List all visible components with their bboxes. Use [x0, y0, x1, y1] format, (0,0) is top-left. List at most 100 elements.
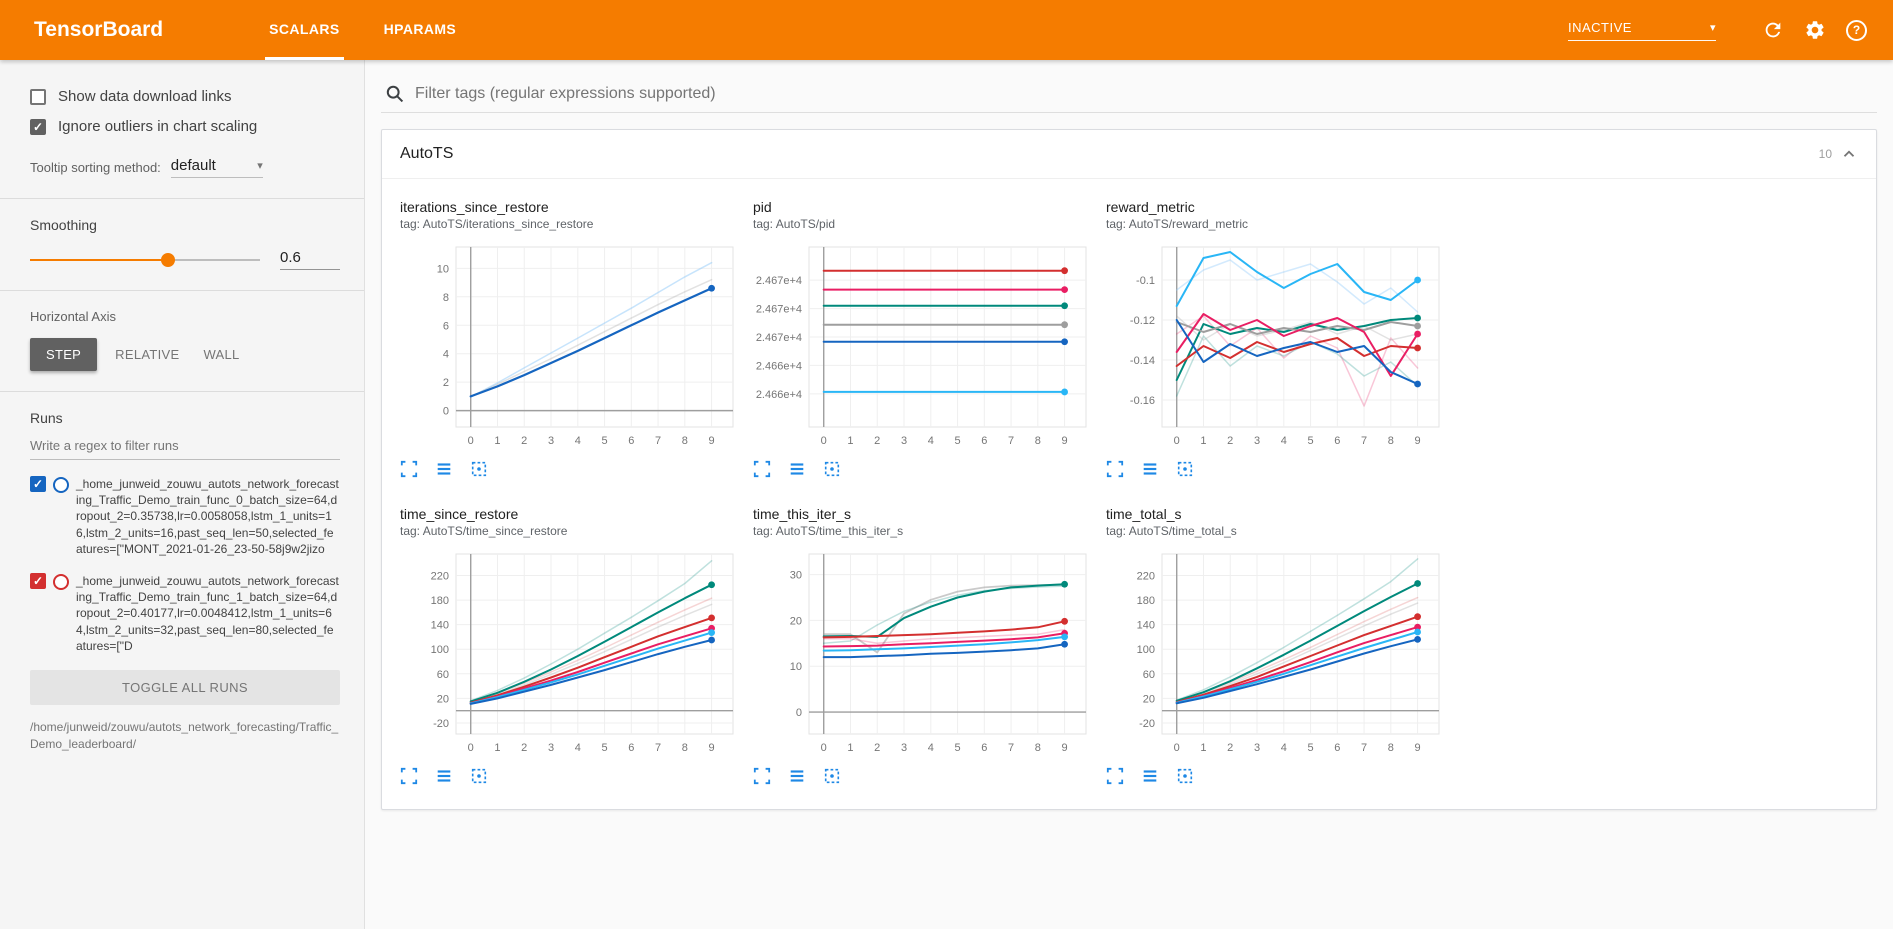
- chart-title: time_total_s: [1106, 506, 1182, 522]
- ignore-outliers-option[interactable]: ✓ Ignore outliers in chart scaling: [30, 118, 340, 135]
- run-lines-icon[interactable]: [435, 460, 453, 478]
- svg-text:2.467e+4: 2.467e+4: [756, 304, 802, 316]
- divider: [0, 290, 364, 291]
- svg-text:2.467e+4: 2.467e+4: [756, 275, 802, 287]
- svg-text:6: 6: [628, 742, 634, 754]
- show-download-links-checkbox[interactable]: [30, 88, 46, 105]
- svg-text:4: 4: [1281, 435, 1287, 447]
- run-checkbox[interactable]: ✓: [30, 572, 46, 589]
- svg-text:2: 2: [443, 377, 449, 389]
- fit-domain-icon[interactable]: [1176, 767, 1194, 785]
- axis-step-button[interactable]: STEP: [30, 338, 98, 371]
- svg-text:6: 6: [981, 742, 987, 754]
- chart-actions: [753, 460, 1098, 478]
- svg-text:220: 220: [1137, 571, 1155, 583]
- svg-text:220: 220: [431, 571, 449, 583]
- show-download-links-option[interactable]: Show data download links: [30, 88, 340, 105]
- tooltip-sorting-dropdown[interactable]: default ▾: [170, 157, 263, 178]
- slider-thumb[interactable]: [161, 252, 175, 267]
- chart-title: time_this_iter_s: [753, 506, 852, 522]
- chart-plot[interactable]: 0 1 2 3 4 5 6 7 8 9 0 10 20 30: [753, 544, 1098, 760]
- svg-text:10: 10: [790, 661, 802, 673]
- help-icon[interactable]: ?: [1846, 19, 1867, 41]
- svg-text:2: 2: [521, 435, 527, 447]
- svg-text:9: 9: [709, 435, 715, 447]
- svg-text:2: 2: [1227, 742, 1233, 754]
- tag-group-header[interactable]: AutoTS 10: [382, 130, 1876, 179]
- expand-chart-icon[interactable]: [400, 767, 418, 785]
- svg-text:60: 60: [437, 669, 449, 681]
- svg-text:1: 1: [847, 742, 853, 754]
- axis-wall-button[interactable]: WALL: [191, 338, 251, 371]
- chart-title: iterations_since_restore: [400, 199, 549, 215]
- run-lines-icon[interactable]: [1141, 767, 1159, 785]
- run-lines-icon[interactable]: [788, 460, 806, 478]
- chart-plot[interactable]: 0 1 2 3 4 5 6 7 8 9 220 180 140 100 60 20 -20: [1106, 544, 1451, 760]
- run-radio[interactable]: [53, 573, 69, 590]
- svg-text:4: 4: [575, 742, 581, 754]
- fit-domain-icon[interactable]: [470, 460, 488, 478]
- smoothing-slider[interactable]: [30, 252, 260, 267]
- chart-title: pid: [753, 199, 772, 215]
- chart-tag: tag: AutoTS/time_since_restore: [400, 524, 568, 538]
- svg-text:0: 0: [821, 742, 827, 754]
- tab-hparams[interactable]: HPARAMS: [383, 20, 457, 37]
- fit-domain-icon[interactable]: [470, 767, 488, 785]
- expand-chart-icon[interactable]: [1106, 767, 1124, 785]
- status-dropdown[interactable]: INACTIVE ▾: [1568, 20, 1716, 41]
- run-lines-icon[interactable]: [788, 767, 806, 785]
- status-value: INACTIVE: [1568, 19, 1632, 35]
- fit-domain-icon[interactable]: [823, 460, 841, 478]
- collapse-section-icon[interactable]: [1840, 145, 1858, 163]
- svg-text:4: 4: [575, 435, 581, 447]
- ignore-outliers-checkbox[interactable]: ✓: [30, 118, 46, 135]
- run-name: _home_junweid_zouwu_autots_network_forec…: [76, 477, 339, 556]
- svg-text:6: 6: [1334, 435, 1340, 447]
- expand-chart-icon[interactable]: [753, 767, 771, 785]
- toggle-all-runs-button[interactable]: TOGGLE ALL RUNS: [30, 669, 340, 705]
- svg-text:1: 1: [847, 435, 853, 447]
- svg-text:2.466e+4: 2.466e+4: [756, 389, 802, 401]
- run-lines-icon[interactable]: [1141, 460, 1159, 478]
- svg-text:7: 7: [655, 742, 661, 754]
- svg-text:20: 20: [437, 693, 449, 705]
- svg-text:8: 8: [682, 435, 688, 447]
- settings-gear-icon[interactable]: [1804, 19, 1826, 41]
- svg-text:-20: -20: [433, 718, 449, 730]
- chart-plot[interactable]: 0 1 2 3 4 5 6 7 8 9 2.467e+4 2.467e+4 2.467e+4 2.466e…: [753, 237, 1098, 453]
- smoothing-value[interactable]: 0.6: [280, 249, 340, 270]
- chart-card: iterations_since_restore tag: AutoTS/ite…: [400, 199, 745, 478]
- charts-grid: iterations_since_restore tag: AutoTS/ite…: [382, 179, 1876, 809]
- divider: [0, 198, 364, 199]
- chart-plot[interactable]: 0 1 2 3 4 5 6 7 8 9 -0.1 -0.12 -0.14 -0.16: [1106, 237, 1451, 453]
- svg-text:4: 4: [928, 742, 934, 754]
- expand-chart-icon[interactable]: [400, 460, 418, 478]
- runs-filter-input[interactable]: [30, 432, 340, 460]
- axis-relative-button[interactable]: RELATIVE: [103, 338, 191, 371]
- svg-text:7: 7: [1008, 435, 1014, 447]
- fit-domain-icon[interactable]: [823, 767, 841, 785]
- svg-text:8: 8: [1035, 742, 1041, 754]
- svg-text:4: 4: [443, 349, 449, 361]
- runs-label: Runs: [30, 410, 63, 426]
- svg-text:2.467e+4: 2.467e+4: [756, 332, 802, 344]
- expand-chart-icon[interactable]: [1106, 460, 1124, 478]
- tooltip-sorting-value: default: [170, 157, 216, 174]
- run-radio[interactable]: [53, 477, 69, 493]
- tag-filter-input[interactable]: [413, 84, 1873, 104]
- chart-plot[interactable]: 0 1 2 3 4 5 6 7 8 9 0 2 4 6 8 10: [400, 237, 745, 453]
- tag-filter-bar: [381, 60, 1877, 113]
- refresh-icon[interactable]: [1762, 19, 1784, 41]
- runs-list: ✓ _home_junweid_zouwu_autots_network_fore…: [30, 476, 340, 654]
- chart-actions: [1106, 460, 1451, 478]
- expand-chart-icon[interactable]: [753, 460, 771, 478]
- svg-text:6: 6: [628, 435, 634, 447]
- fit-domain-icon[interactable]: [1176, 460, 1194, 478]
- chart-plot[interactable]: 0 1 2 3 4 5 6 7 8 9 220 180 140 100 60 20 -20: [400, 544, 745, 760]
- tag-group-card: AutoTS 10 iterations_since_restore tag: …: [381, 129, 1877, 810]
- run-checkbox[interactable]: ✓: [30, 476, 46, 492]
- horizontal-axis-label: Horizontal Axis: [30, 309, 116, 324]
- run-lines-icon[interactable]: [435, 767, 453, 785]
- svg-text:7: 7: [1361, 435, 1367, 447]
- tab-scalars[interactable]: SCALARS: [265, 0, 344, 60]
